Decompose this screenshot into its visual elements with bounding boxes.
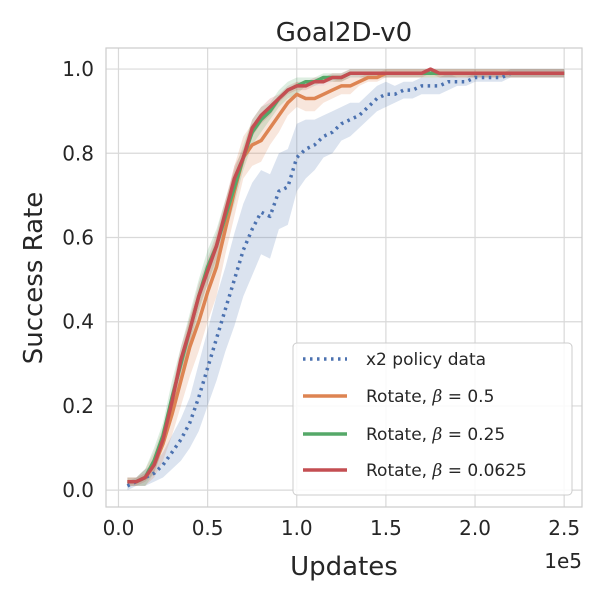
y-tick-labels: 0.0 0.2 0.4 0.6 0.8 1.0 [62, 57, 94, 502]
chart-title: Goal2D-v0 [276, 18, 412, 48]
legend-label: Rotate, β = 0.5 [366, 387, 494, 407]
y-tick-label: 0.2 [62, 394, 94, 418]
x-tick-labels: 0.0 0.5 1.0 1.5 2.0 2.5 [103, 516, 581, 540]
series-line-3 [127, 67, 565, 484]
confidence-band-0 [127, 69, 565, 491]
x-offset-label: 1e5 [544, 549, 582, 573]
x-axis-title: Updates [290, 552, 398, 582]
legend-label: x2 policy data [366, 350, 486, 370]
legend-box [292, 342, 573, 496]
y-tick-label: 1.0 [62, 57, 94, 81]
series-lines [126, 67, 565, 488]
x-tick-label: 2.0 [459, 516, 491, 540]
legend: x2 policy data Rotate, β = 0.5 Rotate, β =… [292, 342, 573, 496]
x-tick-label: 2.5 [548, 516, 580, 540]
y-tick-label: 0.0 [62, 478, 94, 502]
grid [106, 48, 582, 507]
y-tick-label: 0.4 [62, 310, 94, 334]
legend-items: x2 policy data Rotate, β = 0.5 Rotate, β =… [303, 350, 527, 481]
y-tick-label: 0.6 [62, 225, 94, 249]
x-tick-label: 1.5 [370, 516, 402, 540]
legend-label: Rotate, β = 0.0625 [366, 461, 527, 481]
y-axis-title: Success Rate [19, 192, 49, 365]
y-tick-label: 0.8 [62, 141, 94, 165]
x-tick-label: 0.0 [103, 516, 135, 540]
plot-frame [105, 47, 583, 508]
x-tick-label: 1.0 [281, 516, 313, 540]
x-tick-label: 0.5 [192, 516, 224, 540]
legend-label: Rotate, β = 0.25 [366, 425, 505, 445]
